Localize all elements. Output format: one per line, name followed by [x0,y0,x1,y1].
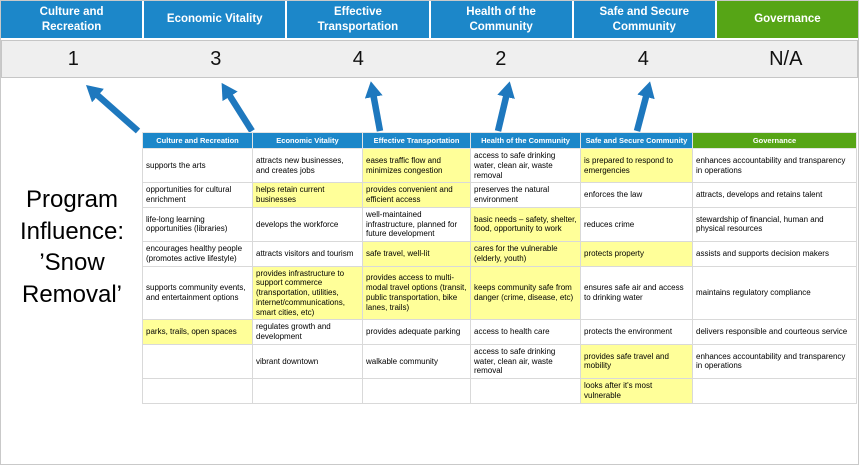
scoreboard-header-1: Culture and Recreation [1,1,143,38]
score-value-3: 4 [352,47,364,70]
influence-cell: provides adequate parking [362,319,471,345]
influence-cell-highlighted: eases traffic flow and minimizes congest… [362,147,471,184]
influence-cell [692,378,857,404]
table-row: vibrant downtown walkable community access… [142,343,857,380]
influence-cell: ensures safe air and access to drinking … [580,265,693,321]
influence-cell [142,378,253,404]
table-row: looks after it's most vulnerable [142,378,857,404]
score-value-5: 4 [637,47,649,70]
influence-cell: supports the arts [142,147,253,184]
influence-cell: enforces the law [580,182,693,208]
up-arrow-icon [364,81,384,132]
influence-cell: reduces crime [580,206,693,243]
influence-cell-highlighted: provides access to multi-modal travel op… [362,265,471,321]
influence-cell: attracts, develops and retains talent [692,182,857,208]
score-value-4: 2 [495,47,507,70]
score-value-1: 1 [67,47,79,70]
influence-cell: supports community events, and entertain… [142,265,253,321]
scoreboard-header-3: Effective Transportation [287,1,429,38]
program-influence-title: Program Influence: ’Snow Removal’ [19,186,125,309]
up-arrow-icon [494,81,515,132]
influence-cell: opportunities for cultural enrichment [142,182,253,208]
table-row: opportunities for cultural enrichment hel… [142,182,857,208]
column-header: Governance [692,132,857,149]
influence-cell: vibrant downtown [252,343,363,380]
table-row: supports the arts attracts new businesses… [142,147,857,184]
influence-table: Culture and Recreation Economic Vitality E… [142,132,857,404]
column-header: Safe and Secure Community [580,132,693,149]
influence-cell: walkable community [362,343,471,380]
influence-cell-highlighted: safe travel, well-lit [362,241,471,267]
influence-cell-highlighted: provides safe travel and mobility [580,343,693,380]
influence-cell: access to safe drinking water, clean air… [470,147,581,184]
table-header-row: Culture and Recreation Economic Vitality E… [142,132,857,149]
influence-cell-highlighted: helps retain current businesses [252,182,363,208]
scoreboard-header-6: Governance [716,1,858,38]
column-header: Economic Vitality [252,132,363,149]
influence-cell-highlighted: is prepared to respond to emergencies [580,147,693,184]
score-value-2: 3 [210,47,222,70]
influence-cell: delivers responsible and courteous servi… [692,319,857,345]
scoreboard-header-5: Safe and Secure Community [573,1,715,38]
influence-cell-highlighted: protects property [580,241,693,267]
column-header: Effective Transportation [362,132,471,149]
influence-cell [470,378,581,404]
influence-cell-highlighted: basic needs – safety, shelter, food, opp… [470,206,581,243]
influence-cell: well-maintained infrastructure, planned … [362,206,471,243]
influence-cell: enhances accountability and transparency… [692,147,857,184]
scoreboard: Culture and Recreation Economic Vitality E… [1,1,858,78]
column-header: Health of the Community [470,132,581,149]
table-row: encourages healthy people (promotes acti… [142,241,857,267]
influence-cell: regulates growth and development [252,319,363,345]
influence-cell: develops the workforce [252,206,363,243]
table-row: parks, trails, open spaces regulates grow… [142,319,857,345]
table-row: supports community events, and entertain… [142,265,857,321]
influence-cell-highlighted: keeps community safe from danger (crime,… [470,265,581,321]
up-arrow-icon [633,81,655,132]
scoreboard-header-2: Economic Vitality [144,1,286,38]
influence-cell: access to safe drinking water, clean air… [470,343,581,380]
influence-cell: access to health care [470,319,581,345]
scoreboard-header-row: Culture and Recreation Economic Vitality E… [1,1,858,38]
influence-cell: maintains regulatory compliance [692,265,857,321]
influence-cell: stewardship of financial, human and phys… [692,206,857,243]
table-row: life-long learning opportunities (librar… [142,206,857,243]
up-arrow-icon [86,85,141,134]
influence-cell [252,378,363,404]
influence-cell: attracts new businesses, and creates job… [252,147,363,184]
influence-cell: attracts visitors and tourism [252,241,363,267]
influence-cell [362,378,471,404]
influence-cell-highlighted: provides convenient and efficient access [362,182,471,208]
influence-cell: enhances accountability and transparency… [692,343,857,380]
influence-cell: protects the environment [580,319,693,345]
influence-cell-highlighted: provides infrastructure to support comme… [252,265,363,321]
column-header: Culture and Recreation [142,132,253,149]
influence-cell [142,343,253,380]
influence-cell-highlighted: looks after it's most vulnerable [580,378,693,404]
influence-cell: life-long learning opportunities (librar… [142,206,253,243]
influence-cell: assists and supports decision makers [692,241,857,267]
scoreboard-header-4: Health of the Community [430,1,572,38]
influence-cell-highlighted: parks, trails, open spaces [142,319,253,345]
score-arrows [86,81,655,134]
influence-cell: encourages healthy people (promotes acti… [142,241,253,267]
up-arrow-icon [221,82,255,133]
influence-cell: preserves the natural environment [470,182,581,208]
scoreboard-value-row: 1 3 4 2 4 N/A [1,40,858,78]
influence-cell-highlighted: cares for the vulnerable (elderly, youth… [470,241,581,267]
score-value-6: N/A [769,47,803,70]
